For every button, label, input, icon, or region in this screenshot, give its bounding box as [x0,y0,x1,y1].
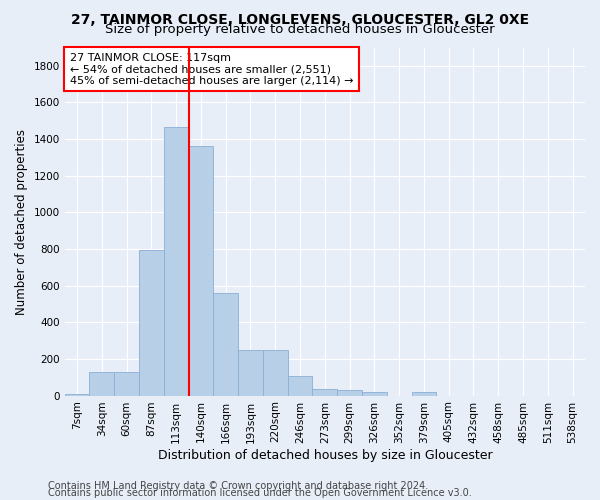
Text: Size of property relative to detached houses in Gloucester: Size of property relative to detached ho… [105,22,495,36]
Bar [313,389,337,396]
Bar [362,392,387,396]
Y-axis label: Number of detached properties: Number of detached properties [15,128,28,314]
Bar [337,390,362,396]
Bar [164,127,188,396]
Text: 27 TAINMOR CLOSE: 117sqm
← 54% of detached houses are smaller (2,551)
45% of sem: 27 TAINMOR CLOSE: 117sqm ← 54% of detach… [70,52,353,86]
Bar [188,146,214,396]
Bar [114,372,139,396]
Bar [287,376,313,396]
Bar [412,392,436,396]
X-axis label: Distribution of detached houses by size in Gloucester: Distribution of detached houses by size … [158,450,492,462]
Bar [214,293,238,396]
Text: 27, TAINMOR CLOSE, LONGLEVENS, GLOUCESTER, GL2 0XE: 27, TAINMOR CLOSE, LONGLEVENS, GLOUCESTE… [71,12,529,26]
Bar [263,350,287,396]
Bar [238,350,263,396]
Text: Contains HM Land Registry data © Crown copyright and database right 2024.: Contains HM Land Registry data © Crown c… [48,481,428,491]
Bar [65,394,89,396]
Bar [139,250,164,396]
Bar [89,372,114,396]
Text: Contains public sector information licensed under the Open Government Licence v3: Contains public sector information licen… [48,488,472,498]
